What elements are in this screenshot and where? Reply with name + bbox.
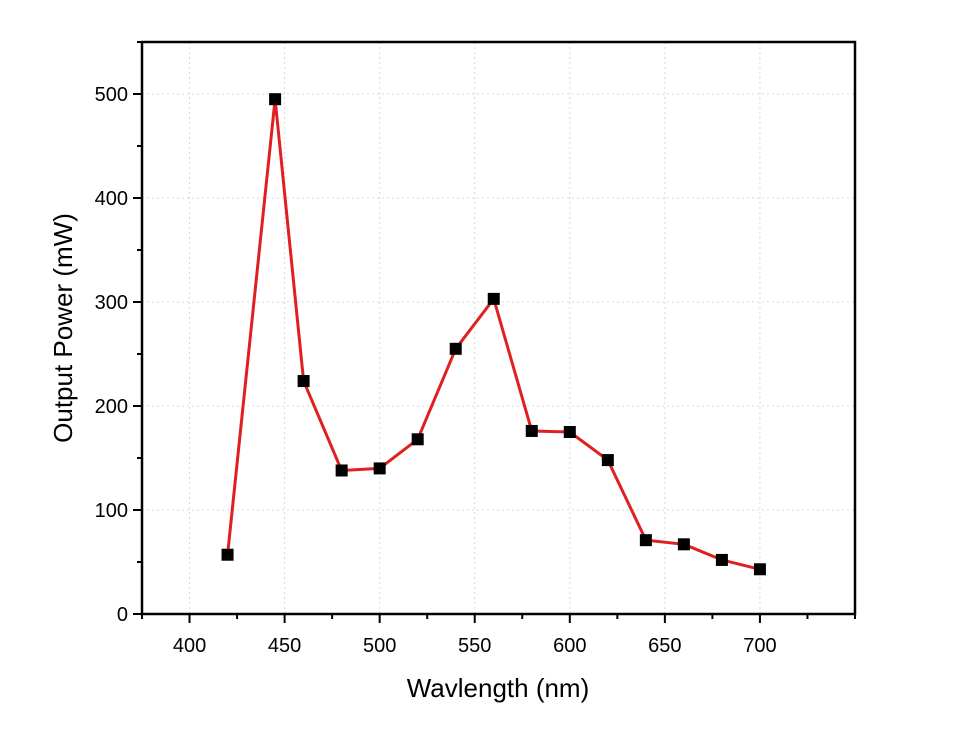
data-point-marker (221, 548, 234, 561)
data-point-marker (677, 538, 690, 551)
y-tick-label: 400 (95, 188, 128, 210)
series-line (226, 97, 761, 571)
data-point-marker (411, 433, 424, 446)
data-point-marker (449, 342, 462, 355)
data-point-marker (525, 424, 538, 437)
gridlines (142, 42, 855, 614)
y-tick-label: 0 (117, 604, 128, 626)
data-point-marker (639, 534, 652, 547)
data-point-marker (335, 464, 348, 477)
y-axis-title: Output Power (mW) (48, 213, 78, 443)
data-point-marker (487, 292, 500, 305)
plot-frame (140, 40, 857, 616)
data-point-marker (373, 462, 386, 475)
data-point-marker (297, 375, 310, 388)
data-point-marker (601, 454, 614, 467)
data-point-marker (715, 553, 728, 566)
y-tick-label: 200 (95, 396, 128, 418)
x-tick-label: 600 (553, 635, 586, 657)
x-tick-label: 650 (648, 635, 681, 657)
data-point-marker (563, 426, 576, 438)
x-axis-title: Wavlength (nm) (407, 673, 590, 703)
series-layer (221, 93, 766, 576)
data-point-marker (753, 563, 766, 576)
x-tick-label: 550 (458, 635, 491, 657)
y-tick-label: 500 (95, 84, 128, 106)
x-tick-label: 700 (743, 635, 776, 657)
x-tick-label: 400 (173, 635, 206, 657)
data-point-marker (269, 93, 282, 106)
axis-ticks: 400 450 500 550 600 650 700 0 100 200 300 400 500 (95, 41, 856, 657)
x-tick-label: 450 (268, 635, 301, 657)
y-tick-label: 300 (95, 292, 128, 314)
x-tick-label: 500 (363, 635, 396, 657)
y-tick-label: 100 (95, 500, 128, 522)
